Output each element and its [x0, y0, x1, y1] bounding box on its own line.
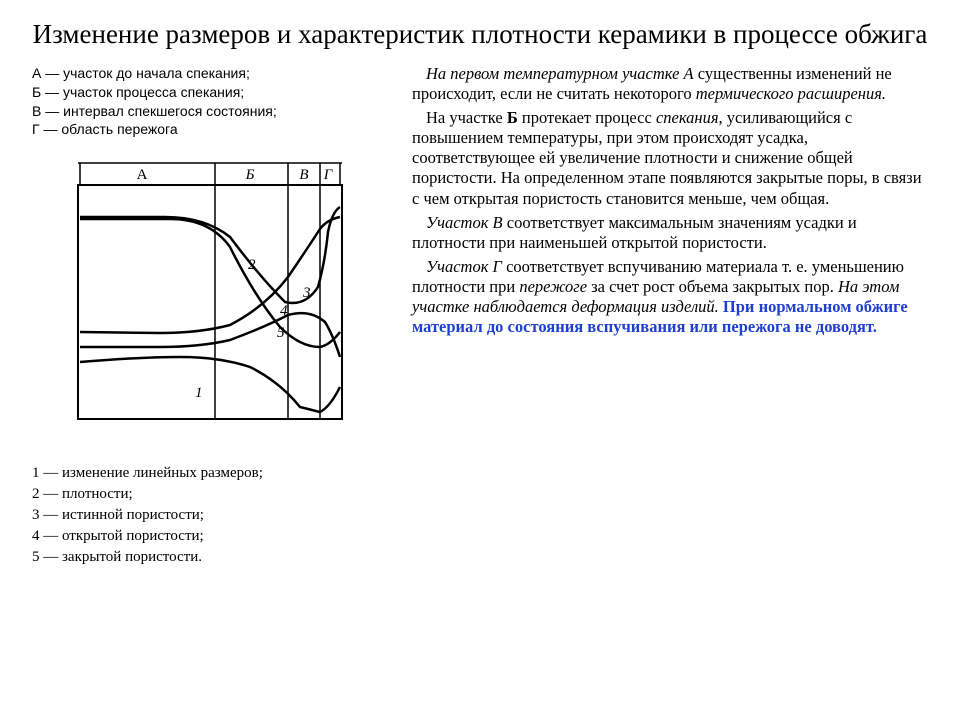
content-row: А — участок до начала спекания; Б — учас… [32, 64, 928, 700]
legend-curve-1: 1 — изменение линейных размеров; [32, 463, 392, 484]
left-column: А — участок до начала спекания; Б — учас… [32, 64, 392, 700]
p2-lead: На участке [426, 108, 507, 127]
svg-text:2: 2 [248, 257, 256, 273]
region-legend: А — участок до начала спекания; Б — учас… [32, 64, 392, 140]
p4-lead: Участок Г [426, 257, 506, 276]
paragraph-3: Участок В соответствует максимальным зна… [412, 213, 928, 253]
legend-region-a: А — участок до начала спекания; [32, 64, 392, 83]
legend-region-b: Б — участок процесса спекания; [32, 83, 392, 102]
p1-tail: термического расширения. [696, 84, 886, 103]
legend-region-g: Г — область пережога [32, 120, 392, 139]
curve-legend: 1 — изменение линейных размеров; 2 — пло… [32, 463, 392, 568]
p2-spek: спекания [656, 108, 719, 127]
legend-curve-2: 2 — плотности; [32, 484, 392, 505]
svg-text:Г: Г [323, 167, 334, 183]
p4-perezhog: пережоге [519, 277, 587, 296]
chart: А Б ВГ 1 2 34 5 [60, 157, 360, 427]
page-title: Изменение размеров и характеристик плотн… [32, 18, 928, 52]
p3-lead: Участок В [426, 213, 503, 232]
legend-curve-5: 5 — закрытой пористости. [32, 547, 392, 568]
legend-curve-3: 3 — истинной пористости; [32, 505, 392, 526]
p1-lead: На первом температурном участке А [426, 64, 694, 83]
svg-text:3: 3 [302, 285, 311, 301]
right-column: На первом температурном участке А сущест… [392, 64, 928, 700]
paragraph-2: На участке Б протекает процесс спекания,… [412, 108, 928, 209]
legend-curve-4: 4 — открытой пористости; [32, 526, 392, 547]
p4-d: за счет рост объема закрытых пор. [587, 277, 838, 296]
p2-b: Б [507, 108, 518, 127]
paragraph-4: Участок Г соответствует вспучиванию мате… [412, 257, 928, 338]
legend-region-v: В — интервал спекшегося состояния; [32, 102, 392, 121]
svg-text:1: 1 [195, 385, 203, 401]
svg-text:В: В [299, 167, 308, 183]
svg-text:4: 4 [280, 303, 288, 319]
svg-text:Б: Б [245, 167, 255, 183]
svg-text:5: 5 [277, 325, 285, 341]
svg-text:А: А [137, 167, 148, 183]
p2-mid: протекает процесс [518, 108, 656, 127]
paragraph-1: На первом температурном участке А сущест… [412, 64, 928, 104]
